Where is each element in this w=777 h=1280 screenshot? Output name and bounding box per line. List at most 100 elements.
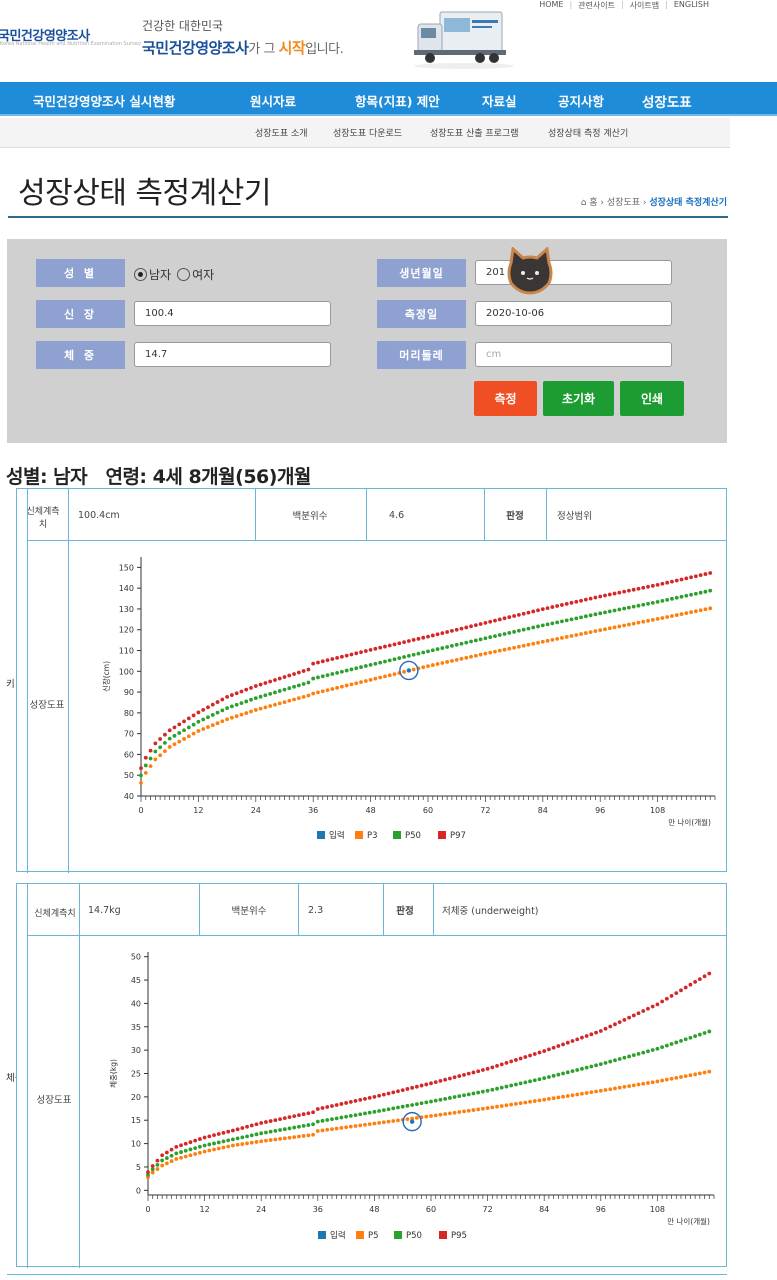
menu-raw-data[interactable]: 원시자료 <box>250 94 297 109</box>
y-tick-label: 35 <box>131 1023 141 1032</box>
point-P50 <box>311 676 316 681</box>
weight-input[interactable]: 14.7 <box>134 342 331 367</box>
point-P50 <box>518 1081 523 1086</box>
point-P3 <box>215 721 220 726</box>
point-P3 <box>426 664 430 669</box>
point-P3 <box>454 657 459 662</box>
point-P50 <box>655 599 660 604</box>
sex-male-label[interactable]: 남자 <box>149 268 172 282</box>
legend-label-P5: P5 <box>368 1231 379 1241</box>
x-tick-label: 108 <box>650 806 665 815</box>
point-P95 <box>580 1035 584 1040</box>
x-tick-label: 0 <box>145 1205 150 1214</box>
breadcrumb-mid[interactable]: 성장도표 <box>606 198 641 208</box>
menu-growth-chart[interactable]: 성장도표 <box>642 95 692 111</box>
site-logo[interactable]: 국민건강영양조사 <box>0 29 90 44</box>
point-P50 <box>363 664 368 668</box>
point-P97 <box>277 676 282 681</box>
point-P97 <box>273 678 277 682</box>
menu-notice[interactable]: 공지사항 <box>558 94 605 109</box>
point-P5 <box>169 1159 174 1164</box>
x-tick-label: 24 <box>251 806 261 815</box>
point-P50 <box>469 639 473 644</box>
point-P95 <box>273 1118 278 1122</box>
y-tick-label: 120 <box>119 626 134 635</box>
input-point <box>406 668 412 673</box>
menu-proposal[interactable]: 항목(지표) 제안 <box>355 94 440 109</box>
point-P3 <box>344 683 349 688</box>
point-P50 <box>387 658 392 663</box>
legend-label-P50: P50 <box>405 831 421 841</box>
point-P50 <box>627 1054 631 1059</box>
point-P95 <box>150 1164 155 1168</box>
point-P50 <box>148 756 153 761</box>
point-P5 <box>641 1081 646 1086</box>
point-P95 <box>589 1032 594 1037</box>
point-P3 <box>536 640 540 645</box>
height-input[interactable]: 100.4 <box>134 301 331 326</box>
point-P50 <box>443 1096 448 1101</box>
sex-female-radio[interactable] <box>177 268 191 281</box>
point-P3 <box>555 636 560 641</box>
point-P97 <box>450 628 454 633</box>
sex-female-label[interactable]: 여자 <box>192 268 215 282</box>
submenu-intro[interactable]: 성장도표 소개 <box>255 129 308 139</box>
point-P97 <box>674 578 679 583</box>
point-P50 <box>235 1136 240 1141</box>
submenu-calculator[interactable]: 성장상태 측정 계산기 <box>548 129 629 139</box>
menu-status[interactable]: 국민건강영양조사 실시현황 <box>33 94 176 109</box>
point-P97 <box>607 592 612 597</box>
point-P3 <box>201 727 206 731</box>
head-circumference-input[interactable]: cm <box>475 342 672 367</box>
top-link-english[interactable]: ENGLISH <box>673 0 709 9</box>
top-link-home[interactable]: HOME <box>539 0 564 9</box>
point-P50 <box>411 652 416 657</box>
point-P97 <box>210 702 215 707</box>
top-link-related[interactable]: 관련사이트 <box>578 1 615 10</box>
point-P5 <box>207 1148 212 1153</box>
point-P50 <box>239 701 244 706</box>
sex-male-radio[interactable] <box>134 268 147 281</box>
point-P3 <box>469 654 473 659</box>
point-P3 <box>311 691 316 696</box>
menu-library[interactable]: 자료실 <box>482 94 517 109</box>
top-link-sitemap[interactable]: 사이트맵 <box>629 1 660 10</box>
submenu-download[interactable]: 성장도표 다운로드 <box>333 129 403 139</box>
reset-button[interactable]: 초기화 <box>543 381 614 416</box>
point-P50 <box>528 1079 532 1084</box>
point-P50 <box>330 672 335 676</box>
point-P3 <box>655 617 660 621</box>
point-P3 <box>478 652 483 657</box>
home-icon[interactable]: ⌂ <box>580 198 587 208</box>
slogan-accent: 시작 <box>278 39 306 57</box>
point-P50 <box>617 607 622 612</box>
y-tick-label: 110 <box>119 647 134 656</box>
point-P5 <box>556 1095 561 1100</box>
point-P97 <box>555 604 560 608</box>
point-P95 <box>405 1087 410 1091</box>
point-P3 <box>516 644 521 649</box>
point-P50 <box>459 641 464 646</box>
print-button[interactable]: 인쇄 <box>620 381 684 416</box>
point-P3 <box>392 672 397 677</box>
point-P3 <box>483 651 488 656</box>
x-tick-label: 96 <box>595 806 605 815</box>
point-P3 <box>459 656 464 661</box>
point-P97 <box>373 646 378 651</box>
point-P95 <box>438 1078 443 1083</box>
submenu-program[interactable]: 성장도표 산출 프로그램 <box>430 129 519 139</box>
point-P5 <box>570 1093 575 1098</box>
point-P50 <box>306 1123 311 1127</box>
point-P50 <box>708 588 713 593</box>
point-P97 <box>244 687 249 692</box>
height-judge-value: 정상범위 <box>557 511 592 522</box>
point-P97 <box>536 608 540 613</box>
measure-button[interactable]: 측정 <box>474 381 537 416</box>
height-panel: 신체계측치 100.4cm 백분위수 4.6 판정 정상범위 성장도표 40 50… <box>16 488 727 873</box>
point-P5 <box>245 1141 249 1146</box>
measure-date-input[interactable]: 2020-10-06 <box>475 301 672 326</box>
point-P50 <box>488 635 493 640</box>
point-P95 <box>631 1013 636 1018</box>
breadcrumb-home[interactable]: 홈 <box>589 198 598 208</box>
point-P5 <box>160 1163 165 1168</box>
